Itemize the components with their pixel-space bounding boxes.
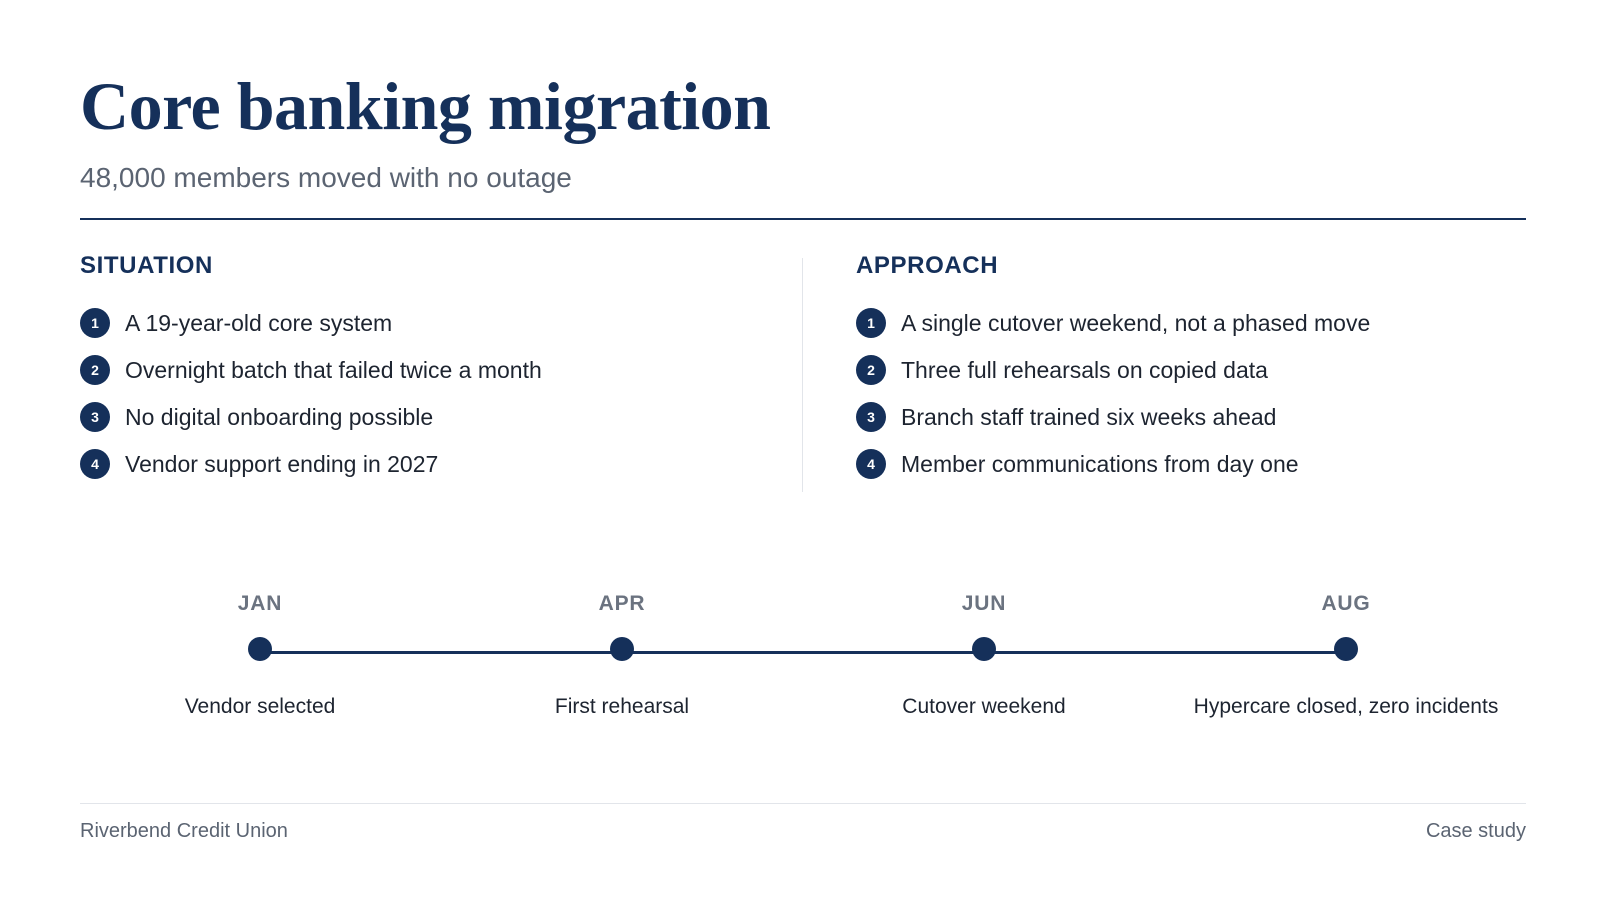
number-badge: 3 [80, 401, 110, 432]
situation-item: 4 Vendor support ending in 2027 [80, 440, 780, 487]
timeline-month: APR [598, 592, 646, 615]
timeline-month: JAN [237, 592, 283, 615]
timeline-label: Vendor selected [184, 695, 336, 718]
approach-item-text: Three full rehearsals on copied data [901, 356, 1268, 383]
timeline-label: Cutover weekend [902, 695, 1066, 718]
approach-item: 1 A single cutover weekend, not a phased… [856, 299, 1556, 346]
footer-doc-type: Case study [1425, 820, 1526, 842]
situation-item-text: Vendor support ending in 2027 [125, 450, 439, 477]
situation-item-text: Overnight batch that failed twice a mont… [125, 356, 542, 383]
approach-list: 1 A single cutover weekend, not a phased… [856, 299, 1556, 487]
timeline-line [260, 651, 1346, 654]
situation-list: 1 A 19-year-old core system 2 Overnight … [80, 299, 780, 487]
timeline-milestone-jan: JAN Vendor selected [80, 590, 440, 721]
approach-item-text: Member communications from day one [901, 450, 1299, 477]
approach-item: 2 Three full rehearsals on copied data [856, 346, 1556, 393]
footer-organization: Riverbend Credit Union [80, 820, 288, 842]
situation-section: SITUATION 1 A 19-year-old core system 2 … [80, 250, 780, 487]
timeline-label: Hypercare closed, zero incidents [1193, 695, 1499, 718]
number-badge: 4 [80, 448, 110, 479]
footer-divider [80, 803, 1526, 804]
number-badge: 2 [80, 354, 110, 385]
column-divider [802, 258, 803, 492]
approach-heading: APPROACH [856, 252, 999, 279]
page-subtitle: 48,000 members moved with no outage [80, 162, 572, 193]
situation-item-text: No digital onboarding possible [125, 403, 434, 430]
number-badge: 3 [856, 401, 886, 432]
approach-item: 3 Branch staff trained six weeks ahead [856, 393, 1556, 440]
timeline-dot [1334, 637, 1358, 661]
situation-item-text: A 19-year-old core system [125, 309, 393, 336]
timeline-dot [610, 637, 634, 661]
timeline-milestone-jun: JUN Cutover weekend [804, 590, 1164, 721]
timeline-month: AUG [1321, 592, 1371, 615]
timeline-dot [248, 637, 272, 661]
approach-item-text: A single cutover weekend, not a phased m… [901, 309, 1371, 336]
title-divider [80, 218, 1526, 220]
situation-item: 1 A 19-year-old core system [80, 299, 780, 346]
timeline-milestone-aug: AUG Hypercare closed, zero incidents [1166, 590, 1526, 721]
situation-item: 2 Overnight batch that failed twice a mo… [80, 346, 780, 393]
approach-item: 4 Member communications from day one [856, 440, 1556, 487]
timeline-month: JUN [961, 592, 1007, 615]
approach-section: APPROACH 1 A single cutover weekend, not… [856, 250, 1556, 487]
situation-item: 3 No digital onboarding possible [80, 393, 780, 440]
situation-heading: SITUATION [80, 252, 213, 279]
number-badge: 1 [856, 307, 886, 338]
approach-item-text: Branch staff trained six weeks ahead [901, 403, 1277, 430]
timeline-dot [972, 637, 996, 661]
number-badge: 2 [856, 354, 886, 385]
page-title: Core banking migration [80, 68, 771, 144]
number-badge: 1 [80, 307, 110, 338]
timeline-label: First rehearsal [554, 695, 690, 718]
timeline-milestone-apr: APR First rehearsal [442, 590, 802, 721]
number-badge: 4 [856, 448, 886, 479]
timeline: JAN Vendor selected APR First rehearsal … [0, 590, 1600, 730]
